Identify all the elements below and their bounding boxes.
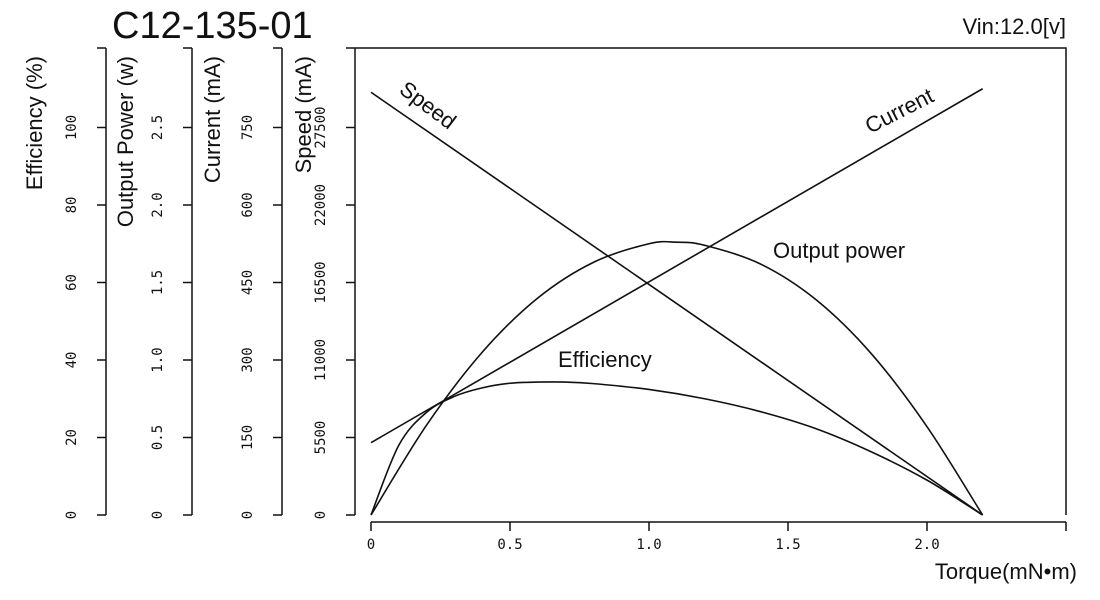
y-tick-label-output-power-w: 1.5 xyxy=(150,270,166,295)
y-axis-title-efficiency: Efficiency (%) xyxy=(22,56,47,190)
y-tick-label-output-power-w: 0 xyxy=(150,511,166,519)
x-tick-label-3: 1.5 xyxy=(775,537,800,553)
y-tick-label-current-ma: 600 xyxy=(240,192,256,217)
y-tick-label-output-power-w: 2.5 xyxy=(150,115,166,140)
chart-title: C12-135-01 xyxy=(112,5,313,47)
y-tick-label-efficiency: 60 xyxy=(64,274,80,291)
curves-layer xyxy=(370,88,984,516)
y-tick-label-current-ma: 300 xyxy=(240,347,256,372)
y-tick-label-output-power-w: 1.0 xyxy=(150,347,166,372)
y-tick-label-speed-ma: 0 xyxy=(313,511,329,519)
series-label-current: Current xyxy=(861,83,938,139)
y-tick-label-output-power-w: 2.0 xyxy=(150,192,166,217)
voltage-annotation: Vin:12.0[v] xyxy=(962,14,1066,39)
series-line-speed xyxy=(370,91,984,516)
series-line-output-power xyxy=(370,240,984,516)
y-tick-label-efficiency: 20 xyxy=(64,429,80,446)
y-tick-label-current-ma: 0 xyxy=(240,511,256,519)
x-tick-label-1: 0.5 xyxy=(497,537,522,553)
series-line-current xyxy=(370,88,984,444)
x-tick-label-4: 2.0 xyxy=(914,537,939,553)
y-tick-label-current-ma: 150 xyxy=(240,425,256,450)
y-tick-label-speed-ma: 5500 xyxy=(313,421,329,455)
y-tick-label-efficiency: 0 xyxy=(64,511,80,519)
y-tick-label-efficiency: 40 xyxy=(64,352,80,369)
axes-layer: 0 20 40 60 80 100 Efficiency (%) 0 0.5 1.0 1.5 2.0 2… xyxy=(22,47,1067,553)
plot-frame xyxy=(355,47,1067,515)
y-tick-label-efficiency: 80 xyxy=(64,197,80,214)
y-axis-title-speed-ma: Speed (mA) xyxy=(291,56,316,173)
y-tick-label-speed-ma: 22000 xyxy=(313,184,329,226)
y-axis-title-current-ma: Current (mA) xyxy=(200,56,225,183)
y-tick-label-current-ma: 450 xyxy=(240,270,256,295)
y-tick-label-speed-ma: 11000 xyxy=(313,339,329,381)
series-labels-layer: Speed Current Output power Efficiency xyxy=(395,76,938,372)
x-tick-label-2: 1.0 xyxy=(636,537,661,553)
y-tick-label-current-ma: 750 xyxy=(240,115,256,140)
y-tick-label-output-power-w: 0.5 xyxy=(150,425,166,450)
x-axis-title: Torque(mN•m) xyxy=(935,559,1077,584)
y-tick-label-efficiency: 100 xyxy=(64,115,80,140)
series-label-speed: Speed xyxy=(395,76,461,134)
x-tick-label-0: 0 xyxy=(367,537,375,553)
series-label-output-power: Output power xyxy=(773,238,905,263)
y-tick-label-speed-ma: 16500 xyxy=(313,261,329,303)
series-label-efficiency: Efficiency xyxy=(558,347,652,372)
y-tick-label-speed-ma: 27500 xyxy=(313,106,329,148)
series-line-efficiency xyxy=(370,381,984,516)
y-axis-title-output-power-w: Output Power (w) xyxy=(113,56,138,227)
